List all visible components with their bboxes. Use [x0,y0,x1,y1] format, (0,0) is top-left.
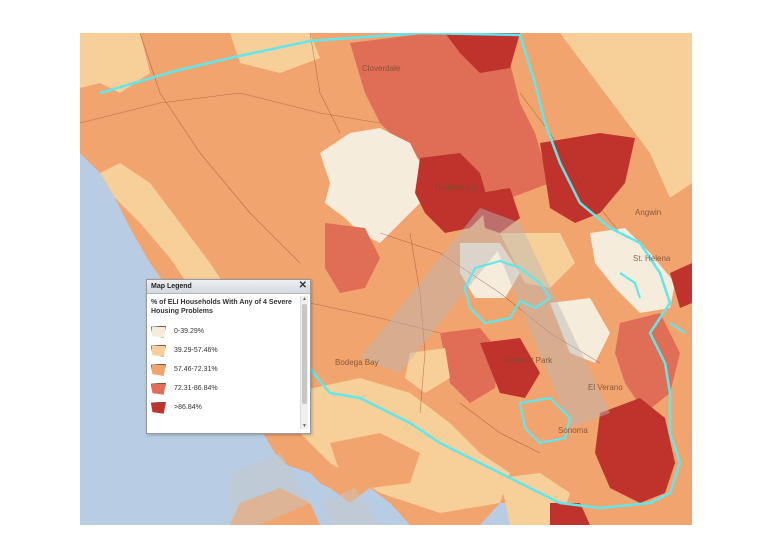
legend-swatch [151,401,166,414]
region [480,338,540,398]
legend-item: 57.46-72.31% [151,360,294,379]
legend-header: Map Legend ✕ [147,280,310,294]
region [550,298,610,363]
scroll-up-icon[interactable]: ▲ [302,296,307,302]
scroll-down-icon[interactable]: ▼ [302,423,307,429]
legend-swatch [151,382,166,395]
region [595,398,675,503]
county-boundary [99,33,682,510]
place-label: Bodega Bay [335,358,379,367]
legend-label: 0-39.29% [174,328,204,335]
region [330,433,420,488]
place-label: Angwin [635,208,661,217]
map-view[interactable]: Cloverdale Healdsburg Angwin St. Helena … [80,33,692,525]
region [80,33,150,93]
region [480,188,520,233]
region [405,348,450,393]
region [550,503,590,525]
region [615,313,680,413]
region [640,193,692,273]
region [415,153,490,233]
region [500,233,575,288]
legend-body: % of ELI Households With Any of 4 Severe… [147,294,298,433]
legend-item: 72.31-86.84% [151,379,294,398]
city-boundaries [463,259,686,445]
legend-label: 57.46-72.31% [174,366,218,373]
place-label: El Verano [588,383,623,392]
region [460,243,520,298]
scrollbar-thumb[interactable] [302,304,307,404]
legend-swatch [151,363,166,376]
legend-label: 72.31-86.84% [174,385,218,392]
legend-scrollbar[interactable]: ▲ ▼ [300,296,308,429]
legend-swatch [151,344,166,357]
region [230,488,320,525]
region [590,228,675,313]
place-label: Sonoma [558,426,588,435]
legend-label: 39.29-57.46% [174,347,218,354]
legend-label: >86.84% [174,404,202,411]
place-label: Healdsburg [435,183,476,192]
draft-watermark [230,208,610,525]
region [325,223,380,293]
place-label: Cloverdale [362,64,401,73]
map-legend-panel[interactable]: Map Legend ✕ % of ELI Households With An… [146,279,311,434]
region [670,263,692,308]
region [350,33,550,198]
tract-boundaries [80,33,621,454]
legend-item: 39.29-57.46% [151,341,294,360]
region [320,128,425,243]
legend-title: % of ELI Households With Any of 4 Severe… [151,299,292,315]
legend-header-title: Map Legend [151,283,192,290]
legend-swatch [151,325,166,338]
close-icon[interactable]: ✕ [298,280,307,291]
map-canvas: Cloverdale Healdsburg Angwin St. Helena … [80,33,692,525]
place-label: St. Helena [633,254,671,263]
region [560,33,692,198]
place-label: Rohnert Park [505,356,553,365]
region [445,33,520,73]
legend-item: >86.84% [151,398,294,417]
legend-item: 0-39.29% [151,322,294,341]
